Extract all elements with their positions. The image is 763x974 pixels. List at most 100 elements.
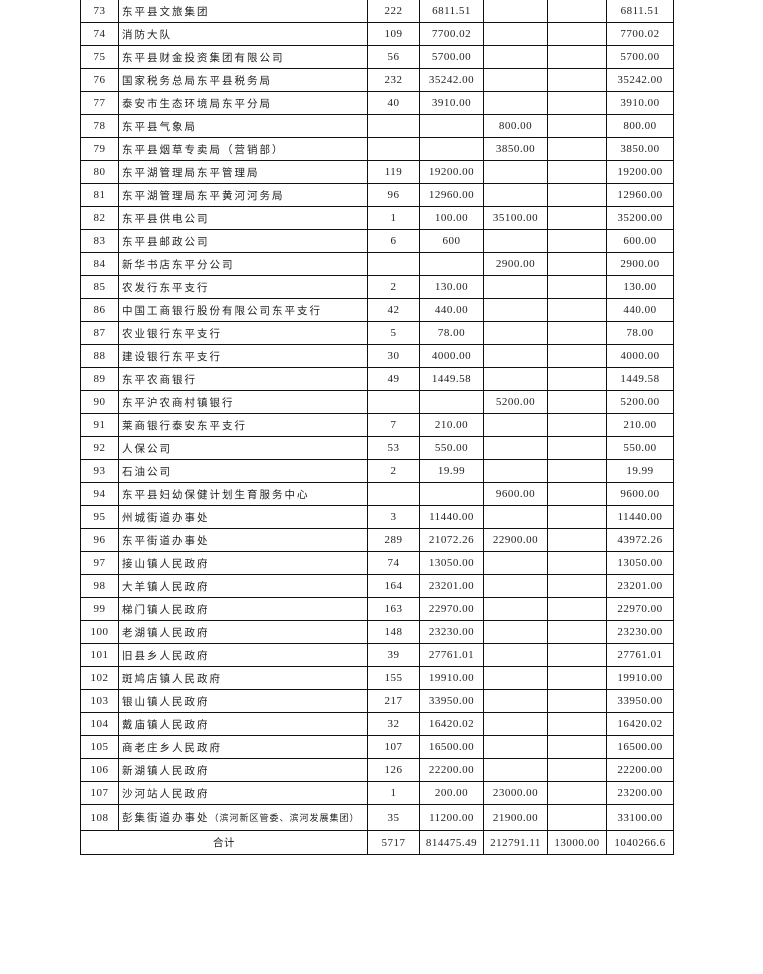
amount-cell-1: 78.00 — [419, 321, 484, 345]
table-row: 105 商老庄乡人民政府 107 16500.00 16500.00 — [80, 735, 674, 759]
amount-cell-1: 200.00 — [419, 781, 484, 805]
amount-cell-1: 21072.26 — [419, 528, 484, 552]
total-cell: 550.00 — [606, 436, 674, 460]
amount-cell-1: 550.00 — [419, 436, 484, 460]
count-cell: 232 — [367, 68, 420, 92]
total-cell: 2900.00 — [606, 252, 674, 276]
table-row: 94 东平县妇幼保健计划生育服务中心 9600.00 9600.00 — [80, 482, 674, 506]
total-cell: 23201.00 — [606, 574, 674, 598]
table-row: 100 老湖镇人民政府 148 23230.00 23230.00 — [80, 620, 674, 644]
amount-cell-3 — [547, 712, 607, 736]
table-row: 89 东平农商银行 49 1449.58 1449.58 — [80, 367, 674, 391]
totals-amount-3: 13000.00 — [547, 830, 607, 855]
count-cell — [367, 137, 420, 161]
amount-cell-3 — [547, 528, 607, 552]
amount-cell-3 — [547, 597, 607, 621]
amount-cell-3 — [547, 229, 607, 253]
unit-name: 泰安市生态环境局东平分局 — [118, 91, 368, 115]
table-row: 97 接山镇人民政府 74 13050.00 13050.00 — [80, 551, 674, 575]
row-index: 102 — [80, 666, 119, 690]
table-row: 88 建设银行东平支行 30 4000.00 4000.00 — [80, 344, 674, 368]
row-index: 76 — [80, 68, 119, 92]
row-index: 97 — [80, 551, 119, 575]
table-row: 92 人保公司 53 550.00 550.00 — [80, 436, 674, 460]
amount-cell-3 — [547, 298, 607, 322]
total-cell: 7700.02 — [606, 22, 674, 46]
amount-cell-2 — [483, 344, 548, 368]
amount-cell-1: 6811.51 — [419, 0, 484, 23]
row-index: 101 — [80, 643, 119, 667]
unit-name: 彭集街道办事处（滨河新区管委、滨河发展集团） — [118, 804, 368, 831]
unit-name: 人保公司 — [118, 436, 368, 460]
unit-name: 戴庙镇人民政府 — [118, 712, 368, 736]
amount-cell-2 — [483, 298, 548, 322]
unit-name: 农业银行东平支行 — [118, 321, 368, 345]
total-cell: 23230.00 — [606, 620, 674, 644]
amount-cell-1 — [419, 114, 484, 138]
count-cell: 74 — [367, 551, 420, 575]
amount-cell-3 — [547, 574, 607, 598]
amount-cell-1 — [419, 252, 484, 276]
amount-cell-2: 22900.00 — [483, 528, 548, 552]
unit-name: 建设银行东平支行 — [118, 344, 368, 368]
amount-cell-1: 16500.00 — [419, 735, 484, 759]
amount-cell-2: 3850.00 — [483, 137, 548, 161]
unit-name: 中国工商银行股份有限公司东平支行 — [118, 298, 368, 322]
total-cell: 35200.00 — [606, 206, 674, 230]
table-row: 74 消防大队 109 7700.02 7700.02 — [80, 22, 674, 46]
amount-cell-2: 2900.00 — [483, 252, 548, 276]
amount-cell-1: 19200.00 — [419, 160, 484, 184]
row-index: 100 — [80, 620, 119, 644]
amount-cell-2 — [483, 22, 548, 46]
totals-amount-2: 212791.11 — [483, 830, 548, 855]
amount-cell-2 — [483, 229, 548, 253]
amount-cell-1: 12960.00 — [419, 183, 484, 207]
row-index: 86 — [80, 298, 119, 322]
unit-name: 沙河站人民政府 — [118, 781, 368, 805]
amount-cell-2: 21900.00 — [483, 804, 548, 831]
unit-name: 大羊镇人民政府 — [118, 574, 368, 598]
amount-cell-3 — [547, 321, 607, 345]
total-cell: 9600.00 — [606, 482, 674, 506]
amount-cell-1: 11200.00 — [419, 804, 484, 831]
table-row: 86 中国工商银行股份有限公司东平支行 42 440.00 440.00 — [80, 298, 674, 322]
amount-cell-1: 16420.02 — [419, 712, 484, 736]
amount-cell-3 — [547, 735, 607, 759]
total-cell: 78.00 — [606, 321, 674, 345]
unit-name: 东平县气象局 — [118, 114, 368, 138]
row-index: 78 — [80, 114, 119, 138]
count-cell: 2 — [367, 459, 420, 483]
unit-name: 莱商银行泰安东平支行 — [118, 413, 368, 437]
amount-cell-2: 35100.00 — [483, 206, 548, 230]
amount-cell-1 — [419, 137, 484, 161]
unit-name: 消防大队 — [118, 22, 368, 46]
total-cell: 800.00 — [606, 114, 674, 138]
amount-cell-1: 23230.00 — [419, 620, 484, 644]
count-cell: 5 — [367, 321, 420, 345]
totals-amount-1: 814475.49 — [419, 830, 484, 855]
row-index: 106 — [80, 758, 119, 782]
unit-name-main: 彭集街道办事处 — [122, 812, 210, 824]
row-index: 95 — [80, 505, 119, 529]
amount-cell-2 — [483, 436, 548, 460]
totals-count: 5717 — [367, 830, 420, 855]
total-cell: 19200.00 — [606, 160, 674, 184]
amount-cell-3 — [547, 505, 607, 529]
amount-cell-1 — [419, 482, 484, 506]
table-row: 79 东平县烟草专卖局（营销部） 3850.00 3850.00 — [80, 137, 674, 161]
amount-cell-3 — [547, 390, 607, 414]
totals-grand: 1040266.6 — [606, 830, 674, 855]
row-index: 92 — [80, 436, 119, 460]
unit-name: 东平农商银行 — [118, 367, 368, 391]
count-cell: 217 — [367, 689, 420, 713]
total-cell: 27761.01 — [606, 643, 674, 667]
amount-cell-2 — [483, 574, 548, 598]
count-cell: 222 — [367, 0, 420, 23]
amount-cell-2 — [483, 666, 548, 690]
table-row: 95 州城街道办事处 3 11440.00 11440.00 — [80, 505, 674, 529]
count-cell: 7 — [367, 413, 420, 437]
table-row: 91 莱商银行泰安东平支行 7 210.00 210.00 — [80, 413, 674, 437]
count-cell: 289 — [367, 528, 420, 552]
unit-name: 农发行东平支行 — [118, 275, 368, 299]
amount-cell-2 — [483, 45, 548, 69]
